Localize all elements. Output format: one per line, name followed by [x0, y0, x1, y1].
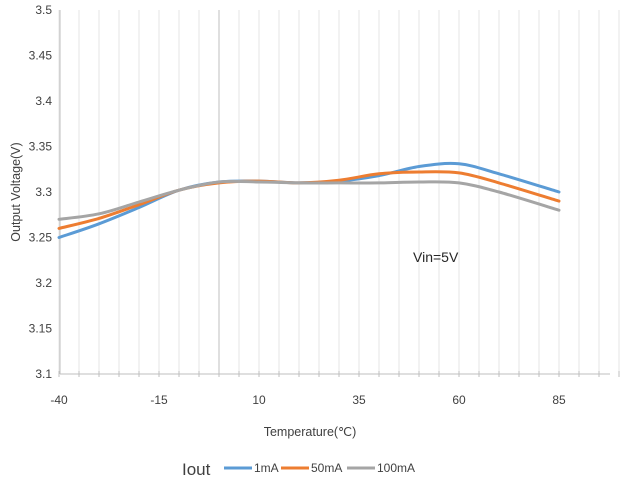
x-tick-label: -40	[50, 393, 68, 407]
plot-area	[60, 10, 610, 374]
y-axis-title: Output Voltage(V)	[9, 142, 23, 241]
legend-label-1mA: 1mA	[254, 461, 279, 475]
x-tick-label: 60	[452, 393, 466, 407]
series-lines	[57, 161, 561, 239]
y-tick-label: 3.5	[35, 3, 52, 17]
x-tick-label: 35	[352, 393, 366, 407]
y-tick-label: 3.1	[35, 367, 52, 381]
y-tick-label: 3.2	[35, 276, 52, 290]
axes	[58, 10, 620, 377]
y-tick-label: 3.25	[29, 231, 53, 245]
x-tick-label: 85	[552, 393, 566, 407]
legend-items: 1mA 50mA 100mA	[224, 461, 415, 475]
x-tick-labels: -40 -15 10 35 60 85	[50, 393, 566, 407]
y-tick-label: 3.35	[29, 140, 53, 154]
y-tick-labels: 3.1 3.15 3.2 3.25 3.3 3.35 3.4 3.45 3.5	[29, 3, 53, 381]
x-tick-label: -15	[150, 393, 168, 407]
y-tick-label: 3.3	[35, 185, 52, 199]
y-tick-label: 3.45	[29, 49, 53, 63]
legend-label-100mA: 100mA	[377, 461, 415, 475]
x-axis-title: Temperature(℃)	[264, 425, 357, 439]
legend: Iout 1mA 50mA 100mA	[182, 460, 415, 479]
plot-background	[60, 10, 610, 374]
legend-label-50mA: 50mA	[311, 461, 342, 475]
y-tick-label: 3.15	[29, 322, 53, 336]
legend-title: Iout	[182, 460, 211, 479]
x-tick-label: 10	[252, 393, 266, 407]
vin-annotation: Vin=5V	[413, 249, 459, 265]
y-tick-label: 3.4	[35, 94, 52, 108]
vertical-grid	[58, 10, 620, 374]
series-line-100mA	[57, 179, 561, 221]
